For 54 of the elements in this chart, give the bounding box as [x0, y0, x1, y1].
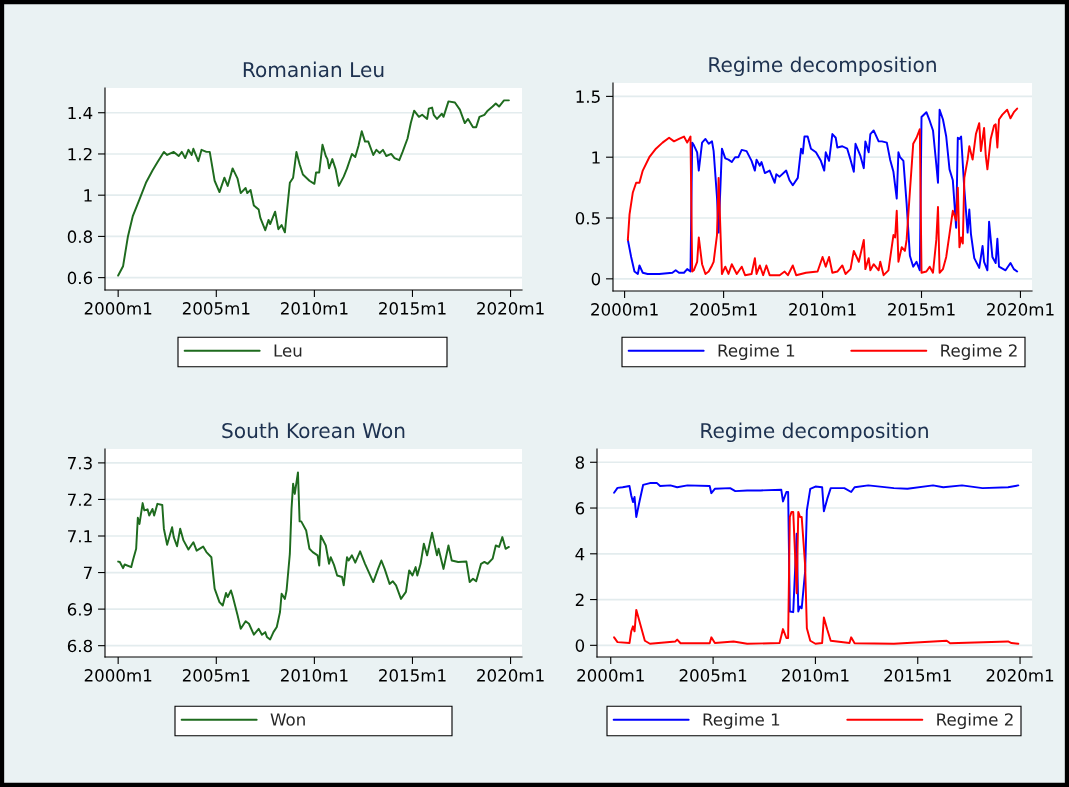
- y-tick-label: 0: [575, 639, 585, 652]
- y-tick-label: 6: [575, 502, 585, 515]
- chart-title: Regime decomposition: [701, 422, 928, 443]
- x-tick-label: 2015m1: [884, 669, 951, 682]
- x-tick-label: 2010m1: [280, 669, 348, 682]
- x-tick-label: 2000m1: [577, 669, 644, 682]
- legend-label: Regime 2: [937, 712, 1013, 730]
- line-series: [117, 99, 510, 277]
- x-tick-label: 2005m1: [690, 303, 757, 316]
- y-tick-label: 7.3: [68, 456, 92, 470]
- line-series: [117, 471, 510, 641]
- legend-label: Won: [270, 713, 305, 726]
- chart-title: Romanian Leu: [243, 61, 384, 78]
- x-tick-label: 2010m1: [280, 302, 348, 315]
- x-tick-label: 2010m1: [789, 303, 856, 316]
- y-tick-label: 6.8: [67, 639, 93, 653]
- x-tick-label: 2000m1: [84, 669, 152, 682]
- y-tick-label: 0.5: [575, 211, 600, 225]
- x-tick-label: 2005m1: [182, 302, 250, 315]
- x-tick-label: 2020m1: [987, 303, 1054, 316]
- y-tick-label: 7: [83, 566, 92, 579]
- line-series: [613, 510, 1020, 645]
- x-tick-label: 2020m1: [477, 302, 544, 315]
- y-tick-label: 4: [575, 547, 585, 561]
- y-tick-label: 1.2: [68, 147, 92, 161]
- x-tick-label: 2005m1: [182, 669, 250, 682]
- y-tick-label: 0.6: [67, 271, 93, 285]
- x-tick-label: 2015m1: [888, 303, 955, 316]
- y-tick-label: 1.5: [576, 90, 600, 103]
- y-tick-label: 2: [575, 593, 584, 606]
- y-tick-label: 1.4: [68, 106, 93, 120]
- y-tick-label: 0.8: [67, 230, 93, 243]
- legend-label: Regime 1: [718, 343, 795, 361]
- legend-label: Regime 2: [941, 343, 1017, 361]
- x-tick-label: 2010m1: [782, 669, 849, 682]
- line-series: [613, 481, 1020, 614]
- x-tick-label: 2000m1: [84, 302, 152, 315]
- x-tick-label: 2020m1: [986, 669, 1054, 682]
- chart-title: Regime decomposition: [709, 56, 936, 77]
- y-tick-label: 8: [575, 456, 585, 469]
- y-tick-label: 7.1: [68, 530, 92, 543]
- legend-label: Leu: [274, 344, 302, 357]
- x-tick-label: 2005m1: [679, 669, 747, 682]
- x-tick-label: 2015m1: [379, 302, 446, 315]
- x-tick-label: 2000m1: [591, 303, 658, 316]
- y-tick-label: 1: [592, 151, 600, 164]
- legend-label: Regime 1: [703, 712, 780, 730]
- y-tick-label: 6.9: [67, 603, 93, 616]
- y-tick-label: 7.2: [68, 493, 92, 506]
- y-tick-label: 1: [84, 189, 92, 202]
- y-tick-label: 0: [591, 272, 601, 286]
- x-tick-label: 2015m1: [379, 669, 446, 682]
- x-tick-label: 2020m1: [477, 669, 544, 682]
- chart-title: South Korean Won: [222, 422, 405, 439]
